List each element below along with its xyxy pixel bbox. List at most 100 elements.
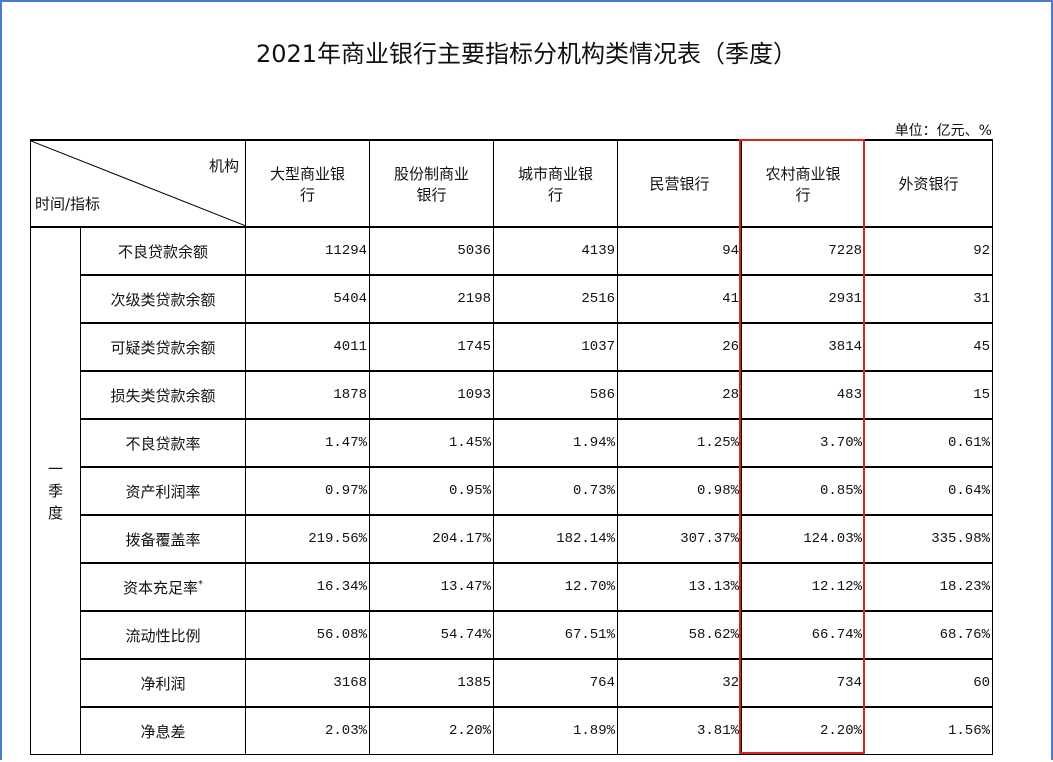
row-label-text: 损失类贷款余额 <box>110 386 216 405</box>
row-label: 可疑类贷款余额 <box>80 322 246 372</box>
cell: 5036 <box>369 226 494 276</box>
cell: 1.47% <box>245 418 370 468</box>
cell: 2.03% <box>245 706 370 755</box>
cell: 66.74% <box>741 610 865 660</box>
corner-top: 机构 <box>208 157 239 175</box>
cell: 1878 <box>245 370 370 420</box>
cell: 54.74% <box>369 610 494 660</box>
cell: 0.85% <box>741 466 865 516</box>
cell: 1.89% <box>493 706 618 755</box>
cell: 11294 <box>245 226 370 276</box>
cell: 0.98% <box>617 466 742 516</box>
cell: 41 <box>617 274 742 324</box>
cell: 28 <box>617 370 742 420</box>
cell: 26 <box>617 322 742 372</box>
row-label-text: 净利润 <box>140 674 186 693</box>
row-label-text: 拨备覆盖率 <box>125 530 201 549</box>
column-header: 农村商业银行 <box>741 139 865 228</box>
column-header: 股份制商业银行 <box>369 139 494 228</box>
column-header-text: 外资银行 <box>898 175 959 193</box>
cell: 12.70% <box>493 562 618 612</box>
cell: 0.97% <box>245 466 370 516</box>
cell: 68.76% <box>864 610 993 660</box>
cell: 3168 <box>245 658 370 708</box>
row-label: 净息差 <box>80 706 246 755</box>
row: 可疑类贷款余额 4011 1745 1037 26 3814 45 <box>31 322 993 372</box>
cell: 204.17% <box>369 514 494 564</box>
cell: 1385 <box>369 658 494 708</box>
row-label-text: 次级类贷款余额 <box>110 290 216 309</box>
corner-bottom: 时间/指标 <box>35 195 101 213</box>
cell: 4011 <box>245 322 370 372</box>
cell: 60 <box>864 658 993 708</box>
row-label: 次级类贷款余额 <box>80 274 246 324</box>
cell: 219.56% <box>245 514 370 564</box>
row-label: 流动性比例 <box>80 610 246 660</box>
cell: 0.61% <box>864 418 993 468</box>
cell: 18.23% <box>864 562 993 612</box>
cell: 1745 <box>369 322 494 372</box>
cell: 124.03% <box>741 514 865 564</box>
row-label: 净利润 <box>80 658 246 708</box>
row-label-text: 资本充足率 <box>122 578 198 597</box>
row-label-text: 不良贷款率 <box>125 434 201 453</box>
row-label-text: 流动性比例 <box>125 626 201 645</box>
group-label: 一季度 <box>48 460 64 522</box>
row: 拨备覆盖率 219.56% 204.17% 182.14% 307.37% 124.03%… <box>31 514 993 564</box>
cell: 483 <box>741 370 865 420</box>
cell: 335.98% <box>864 514 993 564</box>
cell: 56.08% <box>245 610 370 660</box>
cell: 764 <box>493 658 618 708</box>
cell: 2516 <box>493 274 618 324</box>
cell: 1.25% <box>617 418 742 468</box>
cell: 1.45% <box>369 418 494 468</box>
group-cell: 一季度 <box>30 226 81 755</box>
row-label-text: 净息差 <box>140 722 186 741</box>
column-header: 民营银行 <box>617 139 742 228</box>
row-label: 资产利润率 <box>80 466 246 516</box>
cell: 1093 <box>369 370 494 420</box>
cell: 45 <box>864 322 993 372</box>
column-header-text: 股份制商业银行 <box>393 164 469 204</box>
row-label: 不良贷款余额 <box>80 226 246 276</box>
cell: 586 <box>493 370 618 420</box>
row-label: 损失类贷款余额 <box>80 370 246 420</box>
cell: 15 <box>864 370 993 420</box>
row: 次级类贷款余额 5404 2198 2516 41 2931 31 <box>31 274 993 324</box>
cell: 58.62% <box>617 610 742 660</box>
row-label: 资本充足率* <box>80 562 246 612</box>
cell: 0.73% <box>493 466 618 516</box>
cell: 4139 <box>493 226 618 276</box>
cell: 13.13% <box>617 562 742 612</box>
highlight-box <box>739 139 865 754</box>
column-header: 城市商业银行 <box>493 139 618 228</box>
row: 不良贷款率 1.47% 1.45% 1.94% 1.25% 3.70% 0.61% <box>31 418 993 468</box>
row-label-text: 可疑类贷款余额 <box>110 338 216 357</box>
cell: 7228 <box>741 226 865 276</box>
cell: 2198 <box>369 274 494 324</box>
footnote-mark: * <box>198 578 203 590</box>
cell: 94 <box>617 226 742 276</box>
row: 资产利润率 0.97% 0.95% 0.73% 0.98% 0.85% 0.64% <box>31 466 993 516</box>
table: 机构 时间/指标 大型商业银行 股份制商业银行 城市商业银行 民营银行 农村商业银行 外资… <box>30 139 993 755</box>
cell: 31 <box>864 274 993 324</box>
cell: 3.81% <box>617 706 742 755</box>
cell: 1.56% <box>864 706 993 755</box>
column-header-text: 城市商业银行 <box>517 164 593 204</box>
column-header-text: 大型商业银行 <box>269 164 345 204</box>
cell: 92 <box>864 226 993 276</box>
diagonal <box>31 141 246 226</box>
cell: 1037 <box>493 322 618 372</box>
cell: 2.20% <box>369 706 494 755</box>
unit: 单位：亿元、% <box>894 123 992 139</box>
column-header: 大型商业银行 <box>245 139 370 228</box>
cell: 0.95% <box>369 466 494 516</box>
title: 2021年商业银行主要指标分机构类情况表（季度） <box>255 40 798 68</box>
cell: 32 <box>617 658 742 708</box>
row: 净息差 2.03% 2.20% 1.89% 3.81% 2.20% 1.56% <box>31 706 993 755</box>
cell: 5404 <box>245 274 370 324</box>
column-header-text: 民营银行 <box>649 175 710 193</box>
cell: 182.14% <box>493 514 618 564</box>
cell: 2.20% <box>741 706 865 755</box>
